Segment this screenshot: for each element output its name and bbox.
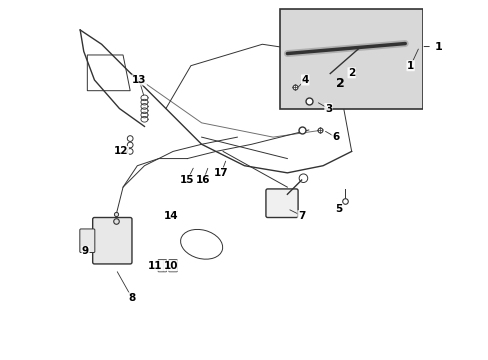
FancyBboxPatch shape <box>93 217 132 264</box>
Text: 2: 2 <box>347 68 355 78</box>
Text: 16: 16 <box>196 175 210 185</box>
Text: 13: 13 <box>132 75 146 85</box>
FancyBboxPatch shape <box>168 260 177 272</box>
FancyBboxPatch shape <box>80 229 95 252</box>
Text: 5: 5 <box>335 203 342 213</box>
Text: 14: 14 <box>163 211 178 221</box>
Text: 1: 1 <box>406 61 413 71</box>
Text: 11: 11 <box>148 261 162 271</box>
Text: 8: 8 <box>128 293 135 303</box>
Text: 7: 7 <box>297 211 305 221</box>
Text: 12: 12 <box>114 147 128 157</box>
Text: 9: 9 <box>82 247 89 256</box>
Text: 17: 17 <box>214 168 228 178</box>
Text: 1: 1 <box>434 41 441 51</box>
Text: 2: 2 <box>335 77 344 90</box>
FancyBboxPatch shape <box>265 189 298 217</box>
Bar <box>280 9 422 109</box>
Text: 4: 4 <box>301 75 308 85</box>
Text: 3: 3 <box>324 104 331 113</box>
Text: 6: 6 <box>331 132 339 142</box>
Text: 15: 15 <box>180 175 194 185</box>
FancyBboxPatch shape <box>158 260 166 272</box>
Text: 10: 10 <box>163 261 178 271</box>
